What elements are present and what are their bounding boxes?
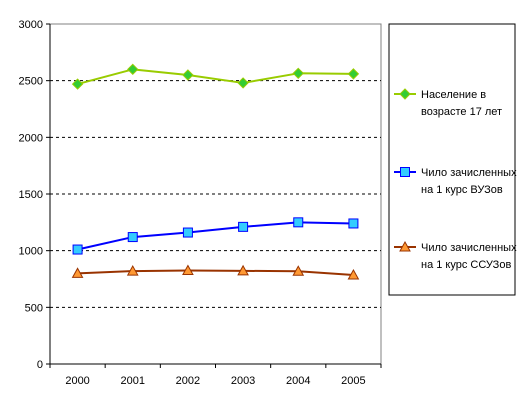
data-point [399, 240, 411, 252]
y-tick-label: 1000 [19, 246, 43, 258]
y-tick-label: 500 [25, 302, 43, 314]
data-point [182, 264, 194, 275]
x-tick-label: 2000 [65, 375, 89, 387]
x-tick-label: 2001 [121, 375, 145, 387]
legend: Население в возрасте 17 лет Чило зачисленн… [388, 23, 517, 296]
y-tick-label: 2500 [19, 76, 43, 88]
y-tick-label: 0 [37, 359, 43, 371]
data-point [399, 88, 411, 100]
series-1 [71, 63, 360, 90]
data-point [182, 227, 193, 238]
data-point [237, 77, 249, 89]
data-point [347, 269, 360, 280]
series-line [77, 269, 354, 277]
data-point [72, 244, 83, 255]
data-point [293, 217, 304, 228]
legend-entry: Население в возрасте 17 лет [394, 88, 502, 118]
series-line [77, 68, 354, 86]
data-point [292, 265, 305, 276]
series-2 [72, 217, 359, 255]
data-point [400, 167, 410, 177]
data-point [348, 218, 359, 229]
legend-label: на 1 курс ВУЗов [421, 184, 503, 196]
y-tick-labels: 0 500 1000 1500 2000 2500 3000 [19, 19, 43, 371]
legend-label: Население в [421, 89, 486, 101]
data-point [238, 221, 249, 232]
legend-entry: Чило зачисленных на 1 курс ВУЗов [394, 167, 517, 196]
legend-entry: Чило зачисленных на 1 курс ССУЗов [394, 240, 517, 271]
x-tick-label: 2003 [231, 375, 255, 387]
y-tick-label: 1500 [19, 189, 43, 201]
legend-label: возрасте 17 лет [421, 106, 502, 118]
x-tick-label: 2004 [286, 375, 310, 387]
series-line [77, 221, 354, 251]
data-point [182, 69, 194, 81]
data-point [347, 68, 360, 80]
x-tick-label: 2005 [341, 375, 365, 387]
data-point [71, 267, 84, 278]
data-point [71, 78, 84, 90]
data-point [292, 67, 304, 80]
data-point [127, 63, 139, 76]
legend-label: Чило зачисленных [421, 242, 517, 254]
legend-box [388, 23, 516, 296]
x-tick-label: 2002 [176, 375, 200, 387]
axes [46, 23, 382, 368]
y-tick-label: 3000 [19, 19, 43, 31]
legend-label: на 1 курс ССУЗов [421, 259, 511, 271]
y-tick-label: 2000 [19, 132, 43, 144]
series-group [71, 63, 360, 280]
gridlines [50, 80, 381, 308]
data-point [127, 232, 138, 243]
legend-label: Чило зачисленных [421, 167, 517, 179]
x-tick-labels: 2000 2001 2002 2003 2004 2005 [65, 375, 365, 387]
series-3 [71, 264, 360, 280]
data-point [126, 265, 139, 276]
data-point [237, 264, 249, 276]
